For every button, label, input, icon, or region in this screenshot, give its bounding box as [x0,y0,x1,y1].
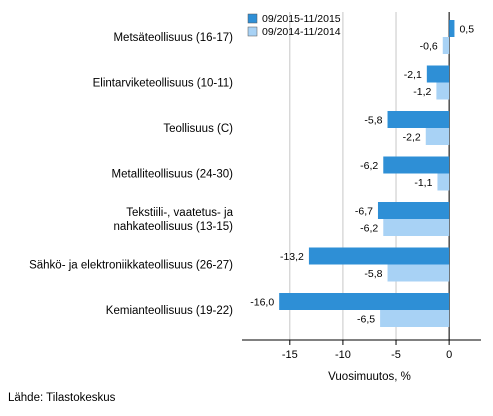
data-label: -13,2 [280,251,304,263]
bar [377,202,450,219]
bar [308,247,450,265]
source-note: Lähde: Tilastokeskus [8,392,116,404]
data-label: -5,8 [364,115,382,127]
category-label: Kemianteollisuus (19-22) [106,305,233,317]
category-label: Teollisuus (C) [163,123,233,135]
legend-label: 09/2015-11/2015 [262,13,341,25]
data-label: -5,8 [364,268,382,280]
data-label: -0,6 [420,41,438,53]
data-label: -16,0 [250,297,274,309]
legend-label: 09/2014-11/2014 [262,26,341,38]
category-label: nahkateollisuus (13-15) [113,221,233,233]
bar [437,173,450,191]
category-labels: Metsäteollisuus (16-17) Elintarviketeolli… [29,32,234,317]
x-axis: -15 -10 -5 0 [242,339,481,361]
bar [380,310,450,327]
bar [449,20,455,37]
data-label: -2,2 [403,132,421,144]
data-label: -6,2 [360,160,378,172]
bar [387,111,450,128]
category-label: Metalliteollisuus (24-30) [112,169,234,181]
data-label: -6,5 [357,314,375,326]
data-label: 0,5 [459,24,474,36]
bar [436,82,450,100]
legend-swatch [247,13,258,24]
data-labels: 0,5 -0,6 -2,1 -1,2 -5,8 -2,2 -6,2 -1,1 -6,7 -6,2 -… [250,24,474,326]
data-label: -1,2 [413,86,431,98]
data-label: -6,7 [355,206,373,218]
bars [279,20,455,327]
bar [383,156,450,174]
bar [279,293,450,310]
x-tick-label: -15 [282,349,298,361]
bar [425,128,450,145]
category-label: Metsäteollisuus (16-17) [113,32,233,44]
x-tick-label: 0 [446,349,452,361]
x-tick-label: -5 [391,349,401,361]
bar [426,65,450,83]
data-label: -2,1 [404,69,422,81]
gridlines [289,12,450,340]
bar [387,264,450,282]
category-label: Sähkö- ja elektroniikkateollisuus (26-27… [29,260,233,272]
bar [442,37,450,54]
legend-swatch [247,26,258,37]
x-axis-title: Vuosimuutos, % [328,371,411,383]
category-label: Tekstiili-, vaatetus- ja [126,207,233,219]
bar [383,219,450,236]
data-label: -1,1 [414,177,432,189]
category-label: Elintarviketeollisuus (10-11) [93,78,234,90]
data-label: -6,2 [360,223,378,235]
x-tick-label: -10 [335,349,351,361]
